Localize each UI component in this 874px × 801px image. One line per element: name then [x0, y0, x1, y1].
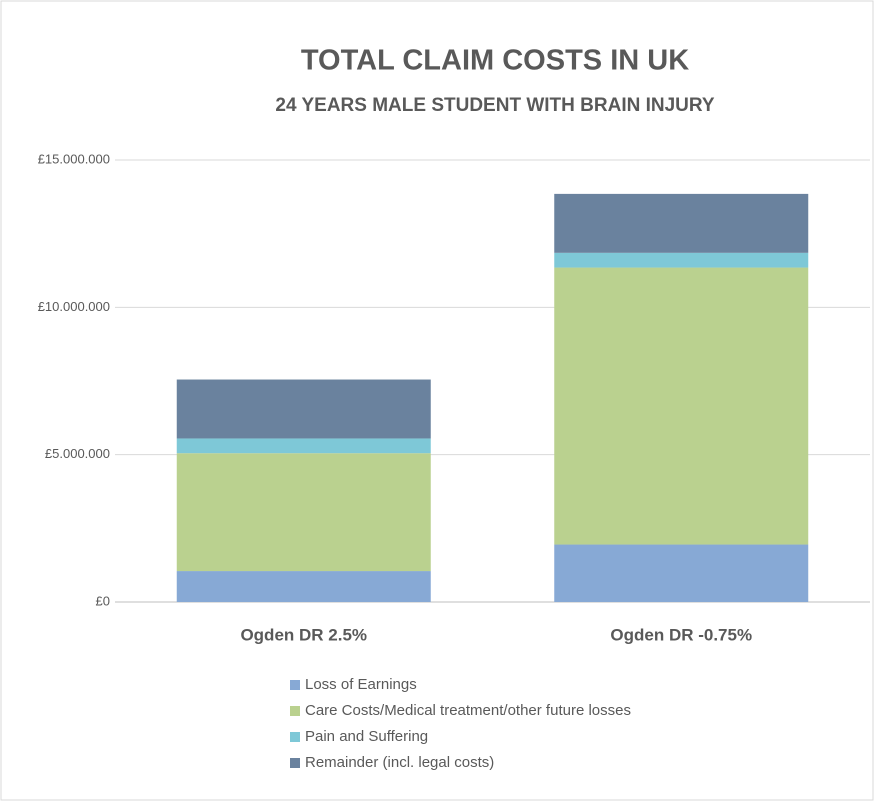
legend-swatch [290, 680, 300, 690]
bar-segment [554, 267, 809, 545]
bar-segment [554, 544, 809, 602]
bar-segment [176, 379, 431, 439]
legend-swatch [290, 758, 300, 768]
legend-label: Pain and Suffering [305, 728, 428, 745]
bar-segment [554, 252, 809, 268]
y-tick-label: £0 [96, 593, 110, 608]
x-tick-label: Ogden DR -0.75% [610, 625, 752, 644]
chart-subtitle: 24 YEARS MALE STUDENT WITH BRAIN INJURY [275, 95, 714, 116]
bar-segment [176, 571, 431, 602]
y-tick-label: £5.000.000 [45, 446, 110, 461]
legend-label: Loss of Earnings [305, 676, 417, 693]
bar-segment [554, 193, 809, 253]
bar-segment [176, 438, 431, 454]
legend-label: Remainder (incl. legal costs) [305, 754, 494, 771]
legend-label: Care Costs/Medical treatment/other futur… [305, 702, 631, 719]
chart-title: TOTAL CLAIM COSTS IN UK [301, 45, 689, 77]
bar-segment [176, 453, 431, 572]
y-tick-label: £15.000.000 [38, 151, 110, 166]
x-tick-label: Ogden DR 2.5% [240, 625, 367, 644]
y-tick-label: £10.000.000 [38, 299, 110, 314]
legend-swatch [290, 706, 300, 716]
legend-swatch [290, 732, 300, 742]
